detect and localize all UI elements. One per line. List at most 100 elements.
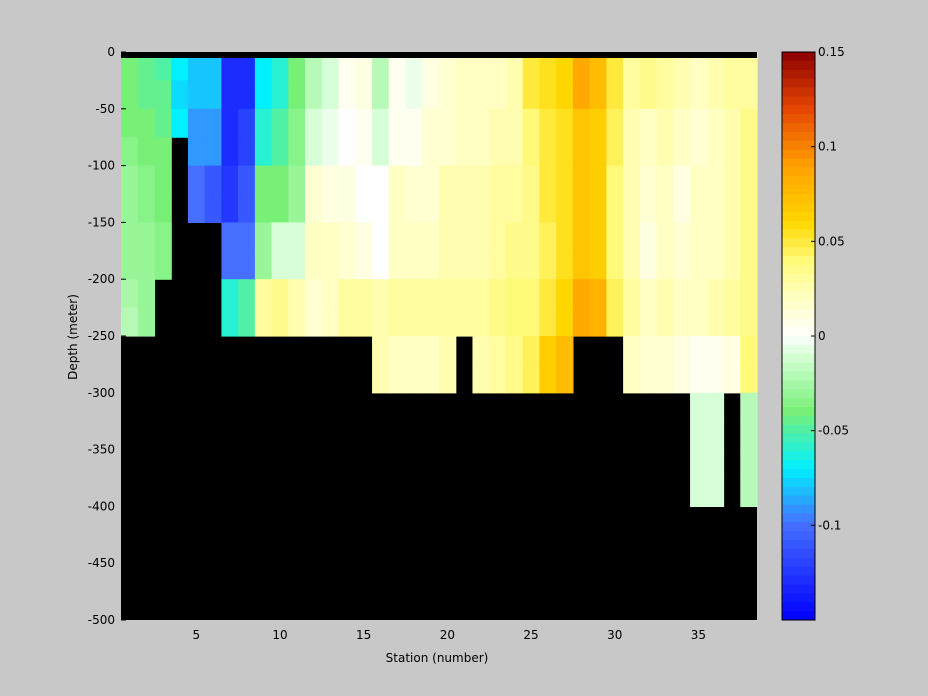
heatmap-cell	[439, 165, 457, 195]
heatmap-cell	[639, 80, 658, 110]
y-tick-label: -200	[88, 272, 115, 286]
heatmap-cell	[221, 165, 239, 195]
heatmap-cell	[706, 364, 725, 394]
heatmap-cell	[472, 52, 490, 81]
heatmap-cell	[254, 307, 273, 337]
heatmap-cell	[673, 194, 691, 223]
heatmap-cell	[422, 364, 440, 394]
colorbar-swatch	[782, 611, 815, 621]
heatmap-cell	[288, 250, 306, 280]
heatmap-cell	[740, 52, 758, 81]
colorbar-swatch	[782, 256, 815, 266]
heatmap-cell	[522, 307, 541, 337]
heatmap-cell	[455, 165, 474, 195]
colorbar-swatch	[782, 247, 815, 257]
heatmap-cell	[589, 250, 607, 280]
heatmap-cell	[539, 80, 557, 110]
heatmap-cell	[305, 222, 323, 252]
colorbar-swatch	[782, 407, 815, 417]
heatmap-cell	[505, 52, 524, 81]
heatmap-cell	[439, 307, 457, 337]
heatmap-cell	[422, 165, 440, 195]
heatmap-cell	[355, 194, 373, 223]
heatmap-cell	[355, 108, 373, 138]
heatmap-cell	[723, 250, 741, 280]
heatmap-cell	[556, 222, 574, 252]
colorbar-swatch	[782, 114, 815, 124]
colorbar-swatch	[782, 318, 815, 328]
heatmap-cell	[539, 336, 557, 365]
heatmap-cell	[405, 194, 423, 223]
colorbar-swatch	[782, 504, 815, 515]
heatmap-cell	[405, 279, 423, 309]
heatmap-cell	[472, 279, 490, 309]
heatmap-cell	[522, 194, 541, 223]
heatmap-cell	[388, 279, 407, 309]
heatmap-cell	[388, 194, 407, 223]
heatmap-cell	[187, 137, 206, 167]
heatmap-cell	[656, 52, 674, 81]
heatmap-cell	[656, 137, 674, 167]
y-tick-label: 0	[107, 45, 115, 59]
heatmap-cell	[639, 194, 658, 223]
heatmap-cell	[556, 194, 574, 223]
y-tick-label: -100	[88, 159, 115, 173]
heatmap-cell	[121, 279, 139, 309]
heatmap-cell	[121, 222, 139, 252]
heatmap-cell	[723, 279, 741, 309]
colorbar-swatch	[782, 540, 815, 550]
heatmap-cell	[623, 336, 641, 365]
heatmap-cell	[589, 52, 607, 81]
colorbar-swatch	[782, 398, 815, 408]
heatmap-cell	[723, 364, 741, 394]
heatmap-cell	[690, 80, 708, 110]
heatmap-cell	[489, 194, 507, 223]
heatmap-cell	[305, 165, 323, 195]
heatmap-cell	[589, 108, 607, 138]
colorbar-swatch	[782, 87, 815, 97]
heatmap-cell	[422, 108, 440, 138]
heatmap-cell	[639, 222, 658, 252]
heatmap-cell	[321, 137, 340, 167]
colorbar-swatch	[782, 194, 815, 204]
heatmap-cell	[338, 279, 356, 309]
heatmap-cell	[305, 279, 323, 309]
heatmap-cell	[706, 478, 725, 507]
heatmap-cell	[388, 222, 407, 252]
heatmap-cell	[137, 250, 156, 280]
heatmap-cell	[706, 137, 725, 167]
x-tick-label: 5	[192, 628, 200, 642]
heatmap-cell	[204, 165, 223, 195]
colorbar-swatch	[782, 176, 815, 186]
heatmap-cell	[121, 250, 139, 280]
heatmap-cell	[388, 364, 407, 394]
heatmap-cell	[740, 307, 758, 337]
colorbar-swatch	[782, 424, 815, 435]
heatmap-cell	[388, 307, 407, 337]
heatmap-cell	[489, 52, 507, 81]
heatmap-cell	[204, 52, 223, 81]
heatmap-cell	[673, 80, 691, 110]
colorbar-swatch	[782, 469, 815, 479]
heatmap-cell	[623, 222, 641, 252]
heatmap-cell	[589, 165, 607, 195]
heatmap-cell	[472, 250, 490, 280]
heatmap-cell	[321, 80, 340, 110]
colorbar-swatch	[782, 300, 815, 310]
heatmap-cell	[539, 137, 557, 167]
heatmap-cell	[187, 194, 206, 223]
heatmap-cell	[706, 165, 725, 195]
heatmap-cell	[254, 250, 273, 280]
heatmap-cell	[472, 165, 490, 195]
y-tick-label: -150	[88, 215, 115, 229]
heatmap-cell	[271, 222, 289, 252]
heatmap-cell	[221, 80, 239, 110]
heatmap-cell	[372, 279, 390, 309]
heatmap-cell	[572, 194, 591, 223]
heatmap-cell	[405, 250, 423, 280]
heatmap-cell	[288, 222, 306, 252]
heatmap-cell	[288, 279, 306, 309]
heatmap-cell	[522, 108, 541, 138]
heatmap-cell	[204, 80, 223, 110]
heatmap-cell	[439, 336, 457, 365]
